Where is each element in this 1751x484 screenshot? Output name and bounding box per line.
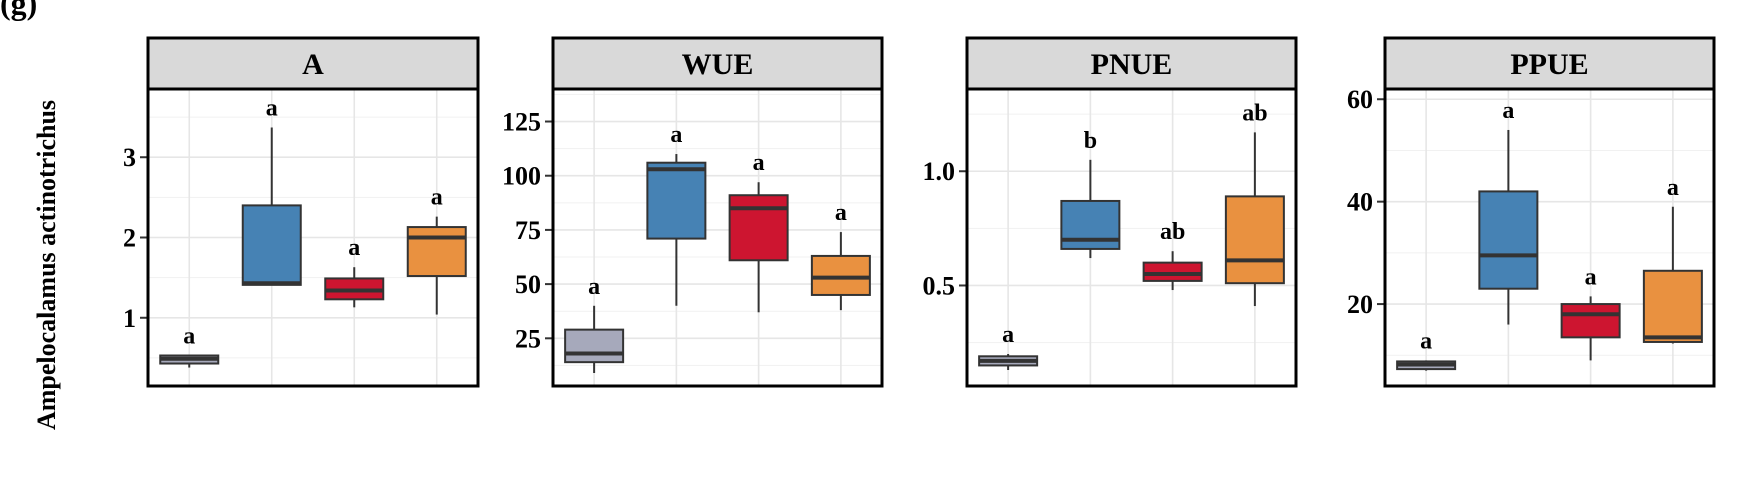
box (1560, 303, 1621, 339)
box (241, 204, 302, 286)
y-tick-label: 25 (515, 324, 541, 353)
box-group-3: a (324, 235, 385, 308)
box-group-2: a (241, 96, 302, 286)
significance-letter: a (266, 96, 278, 122)
box (728, 194, 789, 262)
y-tick-label: 0.5 (923, 271, 956, 300)
significance-letter: a (670, 122, 682, 148)
box (1642, 269, 1703, 343)
box-group-1: a (1396, 328, 1457, 371)
significance-letter: a (183, 323, 195, 349)
box-group-1: a (564, 274, 625, 373)
box (1142, 261, 1203, 282)
y-tick-label: 125 (502, 108, 541, 137)
facet-strip (551, 36, 884, 91)
box-group-2: a (646, 122, 707, 306)
y-tick-label: 100 (502, 162, 541, 191)
facet-strip (965, 36, 1298, 91)
y-tick-label: 2 (123, 224, 136, 253)
box (646, 161, 707, 240)
box-group-3: ab (1142, 219, 1203, 291)
significance-letter: a (1667, 175, 1679, 201)
box (564, 328, 625, 364)
y-axis-title: Ampelocalamus actinotrichus (32, 100, 61, 430)
box-group-4: a (406, 185, 467, 315)
significance-letter: a (348, 235, 360, 261)
y-tick-label: 50 (515, 270, 541, 299)
facet-title: A (302, 48, 324, 81)
box (1224, 195, 1285, 285)
significance-letter: a (1585, 264, 1597, 290)
significance-letter: a (753, 150, 765, 176)
box-group-4: a (1642, 175, 1703, 344)
y-tick-label: 3 (123, 143, 136, 172)
box-group-3: a (1560, 264, 1621, 361)
y-tick-label: 75 (515, 216, 541, 245)
box-group-2: b (1060, 128, 1121, 259)
facet-title: WUE (682, 48, 754, 81)
significance-letter: a (431, 185, 443, 211)
facet-panel-wue: 25 50 75 100 125 a a a a WUE (502, 36, 884, 388)
box (810, 254, 871, 296)
y-tick-label: 1.0 (923, 157, 956, 186)
box-group-2: a (1478, 98, 1539, 325)
significance-letter: a (1420, 328, 1432, 354)
significance-letter: a (1002, 322, 1014, 348)
panel-tag: (g) (0, 0, 37, 21)
box-group-4: ab (1224, 100, 1285, 307)
y-tick-label: 20 (1347, 290, 1373, 319)
significance-letter: a (1502, 98, 1514, 124)
facet-panels: 123aaaaA255075100125aaaaWUE0.51.0abababP… (123, 36, 1716, 388)
significance-letter: b (1084, 128, 1097, 154)
significance-letter: ab (1242, 100, 1267, 126)
box-group-3: a (728, 150, 789, 313)
box (1478, 190, 1539, 290)
facet-panel-ppue: 20 40 60 a a a a PPUE (1347, 36, 1716, 388)
y-tick-label: 1 (123, 304, 136, 333)
facet-strip (146, 36, 480, 91)
y-tick-label: 40 (1347, 188, 1373, 217)
significance-letter: a (835, 200, 847, 226)
significance-letter: ab (1160, 219, 1185, 245)
significance-letter: a (588, 274, 600, 300)
y-tick-label: 60 (1347, 85, 1373, 114)
facet-title: PPUE (1510, 48, 1588, 81)
box-group-1: a (159, 323, 220, 368)
facet-strip (1383, 36, 1716, 91)
box-group-1: a (978, 322, 1039, 371)
box (406, 226, 467, 278)
facet-title: PNUE (1091, 48, 1173, 81)
box-group-4: a (810, 200, 871, 311)
